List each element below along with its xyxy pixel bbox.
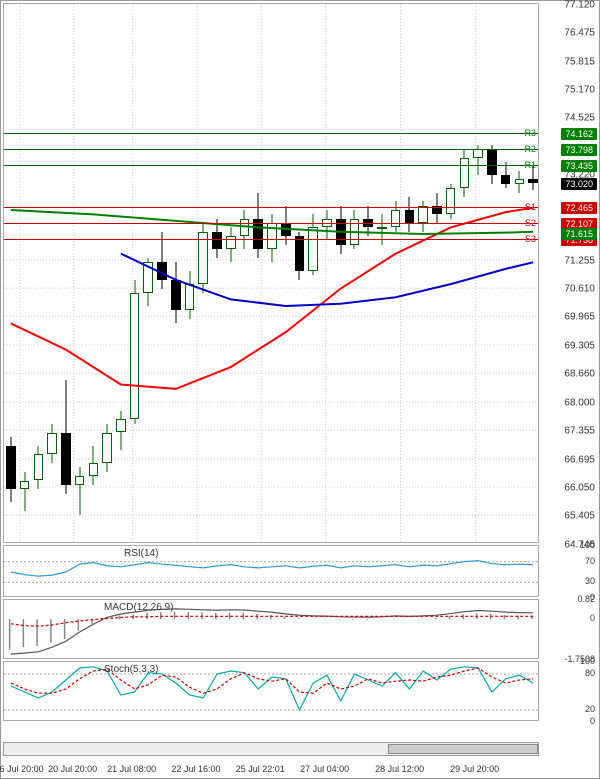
pivot-label-S3: S3 — [525, 234, 536, 244]
price-tick: 71.255 — [564, 255, 595, 266]
time-tick: 21 Jul 08:00 — [107, 764, 156, 774]
pivot-line-S1 — [4, 207, 538, 208]
price-tick: 76.475 — [564, 28, 595, 39]
price-tick: 66.050 — [564, 483, 595, 494]
main-price-chart[interactable]: R3 R2 R1 S1 S2 S3 — [3, 3, 539, 543]
price-tick: 68.660 — [564, 369, 595, 380]
pivot-line-S3 — [4, 239, 538, 240]
price-tick: 66.695 — [564, 454, 595, 465]
pivot-label-R3: R3 — [524, 128, 536, 138]
rsi-indicator-panel[interactable]: RSI(14) — [3, 545, 539, 597]
pivot-label-R2: R2 — [524, 144, 536, 154]
time-scrollbar[interactable] — [3, 742, 539, 756]
pivot-price-S1: 72.465 — [561, 202, 597, 214]
stoch-indicator-panel[interactable]: Stoch(5,3,3) — [3, 661, 539, 721]
price-tick: 70.610 — [564, 284, 595, 295]
scroll-thumb[interactable] — [388, 744, 538, 754]
stoch-y-axis: 10080200 — [541, 661, 599, 721]
price-tick: 77.120 — [564, 0, 595, 11]
stoch-svg — [4, 662, 538, 720]
pivot-label-R1: R1 — [524, 160, 536, 170]
time-tick: 29 Jul 20:00 — [450, 764, 499, 774]
stoch-label: Stoch(5,3,3) — [104, 664, 158, 675]
pivot-line-R3 — [4, 133, 538, 134]
price-tick: 75.815 — [564, 56, 595, 67]
time-tick: 20 Jul 20:00 — [48, 764, 97, 774]
pivot-price-R1: 73.435 — [561, 160, 597, 172]
rsi-label: RSI(14) — [124, 548, 158, 559]
pivot-line-R1 — [4, 165, 538, 166]
pivot-lines-layer: R3 R2 R1 S1 S2 S3 — [4, 4, 538, 542]
time-tick: 22 Jul 16:00 — [171, 764, 220, 774]
price-marker: 71.615 — [561, 228, 597, 240]
price-tick: 68.000 — [564, 397, 595, 408]
time-x-axis: 16 Jul 20:00 20 Jul 20:00 21 Jul 08:00 22 J… — [3, 758, 539, 778]
time-tick: 16 Jul 20:00 — [0, 764, 44, 774]
time-tick: 25 Jul 22:01 — [236, 764, 285, 774]
current-price-marker: 73.020 — [561, 178, 597, 190]
pivot-line-R2 — [4, 149, 538, 150]
price-tick: 65.405 — [564, 511, 595, 522]
price-tick: 67.355 — [564, 426, 595, 437]
macd-y-axis: 0.820-1.7508 — [541, 599, 599, 659]
price-tick: 74.525 — [564, 113, 595, 124]
macd-label: MACD(12.26.9) — [104, 602, 173, 613]
price-tick: 69.965 — [564, 312, 595, 323]
price-y-axis: 77.12076.47575.81575.17074.52573.22071.2… — [541, 3, 599, 543]
pivot-line-S2 — [4, 223, 538, 224]
rsi-svg — [4, 546, 538, 596]
price-tick: 69.305 — [564, 341, 595, 352]
time-tick: 27 Jul 04:00 — [300, 764, 349, 774]
pivot-label-S2: S2 — [525, 218, 536, 228]
trading-chart-container: R3 R2 R1 S1 S2 S3 77.120 76.475 75.815 75.170 74.… — [0, 0, 600, 779]
pivot-label-S1: S1 — [525, 202, 536, 212]
price-tick: 75.170 — [564, 85, 595, 96]
time-tick: 28 Jul 12:00 — [375, 764, 424, 774]
pivot-price-R2: 73.798 — [561, 144, 597, 156]
macd-svg — [4, 600, 538, 658]
rsi-y-axis: 10070300 — [541, 545, 599, 597]
macd-indicator-panel[interactable]: MACD(12.26.9) — [3, 599, 539, 659]
pivot-price-R3: 74.162 — [561, 128, 597, 140]
